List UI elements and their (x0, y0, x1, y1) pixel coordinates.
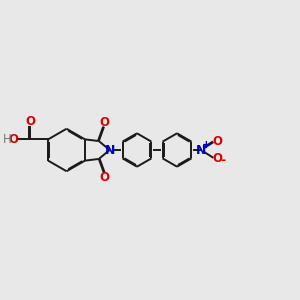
Text: N: N (196, 143, 206, 157)
Text: N: N (104, 143, 115, 157)
Text: H: H (3, 133, 12, 146)
Text: O: O (213, 152, 223, 165)
Text: O: O (99, 116, 109, 129)
Text: -: - (220, 154, 225, 166)
Text: O: O (9, 133, 19, 146)
Text: O: O (25, 115, 35, 128)
Text: O: O (99, 171, 109, 184)
Text: O: O (213, 135, 223, 148)
Text: +: + (202, 140, 211, 150)
